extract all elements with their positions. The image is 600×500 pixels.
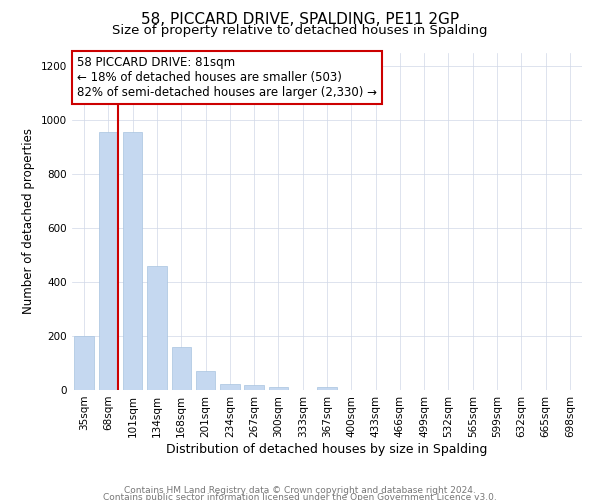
Y-axis label: Number of detached properties: Number of detached properties: [22, 128, 35, 314]
Bar: [244, 385, 264, 390]
Bar: [220, 384, 239, 390]
Bar: [123, 132, 142, 390]
Text: 58, PICCARD DRIVE, SPALDING, PE11 2GP: 58, PICCARD DRIVE, SPALDING, PE11 2GP: [141, 12, 459, 28]
Bar: [147, 266, 167, 390]
Text: Contains HM Land Registry data © Crown copyright and database right 2024.: Contains HM Land Registry data © Crown c…: [124, 486, 476, 495]
Bar: [74, 336, 94, 390]
Text: Size of property relative to detached houses in Spalding: Size of property relative to detached ho…: [112, 24, 488, 37]
Text: 58 PICCARD DRIVE: 81sqm
← 18% of detached houses are smaller (503)
82% of semi-d: 58 PICCARD DRIVE: 81sqm ← 18% of detache…: [77, 56, 377, 99]
Bar: [196, 370, 215, 390]
Bar: [269, 388, 288, 390]
X-axis label: Distribution of detached houses by size in Spalding: Distribution of detached houses by size …: [166, 442, 488, 456]
Bar: [317, 387, 337, 390]
Bar: [172, 347, 191, 390]
Bar: [99, 132, 118, 390]
Text: Contains public sector information licensed under the Open Government Licence v3: Contains public sector information licen…: [103, 494, 497, 500]
